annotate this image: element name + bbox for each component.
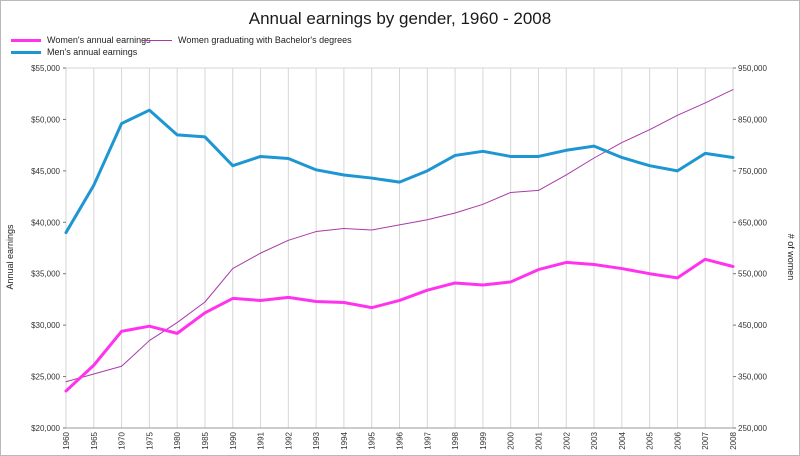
y2-tick-label: 750,000 [738, 167, 767, 176]
series-lines [64, 89, 735, 393]
legend-label-women-graduates: Women graduating with Bachelor's degrees [178, 35, 352, 45]
y-tick-label: $40,000 [31, 218, 60, 227]
x-tick-label: 1995 [368, 431, 377, 449]
x-tick-label: 2000 [507, 431, 516, 449]
x-tick-label: 1996 [396, 431, 405, 449]
x-tick-label: 2002 [562, 431, 571, 449]
x-tick-label: 1997 [423, 431, 432, 449]
chart-title: Annual earnings by gender, 1960 - 2008 [248, 9, 552, 28]
y-tick-label: $50,000 [31, 115, 60, 124]
legend-item-women-earnings: Women's annual earnings [11, 35, 151, 45]
legend: Women's annual earnings Men's annual ear… [0, 0, 800, 70]
y2-tick-label: 350,000 [738, 373, 767, 382]
legend-label-men-earnings: Men's annual earnings [47, 47, 138, 57]
x-tick-label: 1994 [340, 431, 349, 449]
x-tick-label: 1990 [229, 431, 238, 449]
x-tick-label: 2004 [618, 431, 627, 449]
y2-tick-label: 650,000 [738, 218, 767, 227]
y2-axis-title: # of women [786, 234, 796, 281]
x-tick-label: 2006 [673, 431, 682, 449]
grid-lines [65, 67, 734, 428]
x-tick-label: 1985 [201, 431, 210, 449]
axes [63, 67, 736, 429]
x-tick-label: 1965 [90, 431, 99, 449]
y-tick-label: $30,000 [31, 321, 60, 330]
y-tick-label: $25,000 [31, 373, 60, 382]
y-axis-title: Annual earnings [5, 224, 15, 290]
x-tick-label: 1975 [145, 431, 154, 449]
x-tick-label: 2007 [701, 431, 710, 449]
x-tick-label: 2005 [646, 431, 655, 449]
x-tick-label: 1993 [312, 431, 321, 449]
legend-swatch-women-earnings [11, 38, 41, 42]
legend-swatch-men-earnings [11, 50, 41, 54]
legend-label-women-earnings: Women's annual earnings [47, 35, 151, 45]
y2-tick-label: 550,000 [738, 270, 767, 279]
y-tick-label: $20,000 [31, 424, 60, 433]
legend-item-women-graduates: Women graduating with Bachelor's degrees [142, 35, 352, 45]
x-tick-label: 1998 [451, 431, 460, 449]
y-tick-label: $45,000 [31, 167, 60, 176]
y2-tick-label: 950,000 [738, 64, 767, 73]
x-tick-label: 1992 [284, 431, 293, 449]
x-tick-label: 2008 [729, 431, 738, 449]
x-tick-label: 1999 [479, 431, 488, 449]
y2-tick-label: 450,000 [738, 321, 767, 330]
tick-labels: $20,000 $25,000 $30,000 $35,000 $40,000 $45,0… [31, 64, 767, 450]
x-tick-label: 1960 [62, 431, 71, 449]
x-tick-label: 2003 [590, 431, 599, 449]
legend-item-men-earnings: Men's annual earnings [11, 47, 137, 57]
x-tick-label: 1980 [173, 431, 182, 449]
x-tick-label: 2001 [534, 431, 543, 449]
x-tick-label: 1991 [257, 431, 266, 449]
x-tick-label: 1970 [118, 431, 127, 449]
y2-tick-label: 850,000 [738, 115, 767, 124]
y-tick-label: $35,000 [31, 270, 60, 279]
legend-swatch-women-graduates [142, 39, 172, 41]
y2-tick-label: 250,000 [738, 424, 767, 433]
y-tick-label: $55,000 [31, 64, 60, 73]
